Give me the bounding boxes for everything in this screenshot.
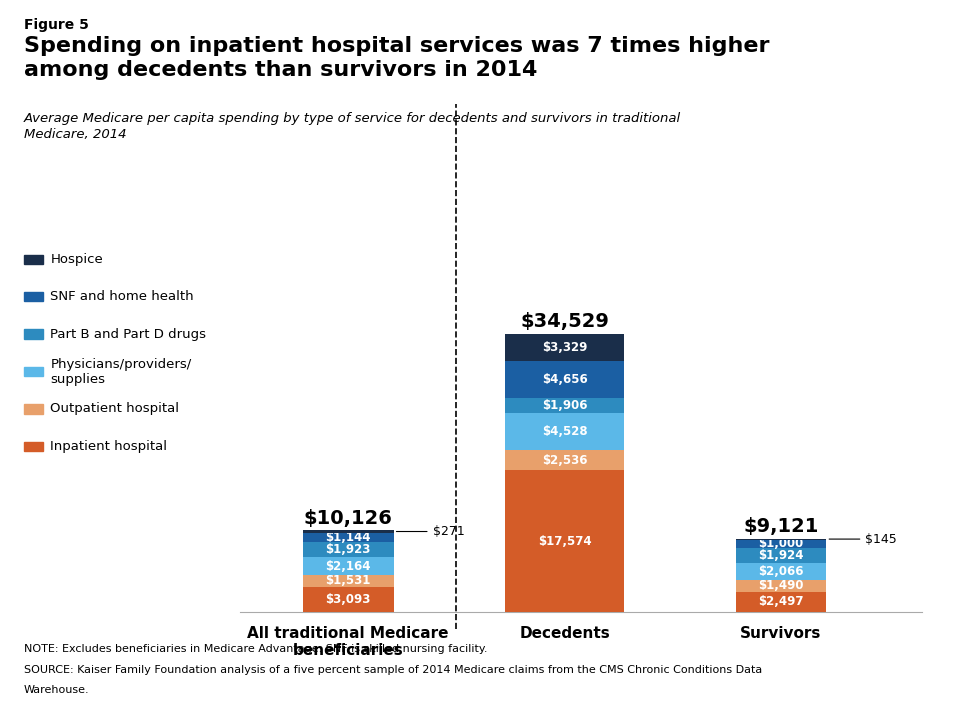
Bar <box>735 592 827 612</box>
Bar <box>302 575 394 587</box>
Text: $3,093: $3,093 <box>325 593 371 606</box>
Text: $1,906: $1,906 <box>541 400 588 413</box>
Text: THE HENRY J.: THE HENRY J. <box>861 646 906 652</box>
Bar <box>302 531 394 533</box>
Text: $10,126: $10,126 <box>303 509 393 528</box>
Text: Outpatient hospital: Outpatient hospital <box>50 402 180 415</box>
Text: Part B and Part D drugs: Part B and Part D drugs <box>50 328 206 341</box>
Text: $1,923: $1,923 <box>325 543 371 556</box>
Text: SNF and home health: SNF and home health <box>50 290 194 303</box>
Text: Spending on inpatient hospital services was 7 times higher
among decedents than : Spending on inpatient hospital services … <box>24 36 770 80</box>
Bar <box>302 542 394 557</box>
Text: NOTE: Excludes beneficiaries in Medicare Advantage. SNF is skilled nursing facil: NOTE: Excludes beneficiaries in Medicare… <box>24 644 488 654</box>
Text: FAMILY: FAMILY <box>852 678 916 696</box>
Text: $1,490: $1,490 <box>758 580 804 593</box>
Bar <box>302 557 394 575</box>
Text: $2,164: $2,164 <box>325 559 371 572</box>
Text: $145: $145 <box>829 533 897 546</box>
Bar <box>302 587 394 612</box>
Text: $1,144: $1,144 <box>325 531 371 544</box>
Text: $4,528: $4,528 <box>541 426 588 438</box>
Bar <box>735 563 827 580</box>
Bar <box>735 580 827 592</box>
Bar <box>735 539 827 540</box>
Text: KAISER: KAISER <box>850 661 918 679</box>
Text: $2,066: $2,066 <box>758 565 804 578</box>
Text: Physicians/providers/
supplies: Physicians/providers/ supplies <box>50 358 192 385</box>
Text: Hospice: Hospice <box>50 253 103 266</box>
Text: $17,574: $17,574 <box>538 535 591 548</box>
Text: $1,531: $1,531 <box>325 575 371 588</box>
Bar <box>735 540 827 548</box>
Bar <box>505 334 624 361</box>
Text: Warehouse.: Warehouse. <box>24 685 89 695</box>
Bar <box>505 361 624 398</box>
Text: $4,656: $4,656 <box>541 373 588 386</box>
Bar <box>505 413 624 450</box>
Text: $34,529: $34,529 <box>520 312 609 331</box>
Text: Figure 5: Figure 5 <box>24 18 89 32</box>
Bar <box>302 533 394 542</box>
Text: $2,497: $2,497 <box>758 595 804 608</box>
Bar <box>505 450 624 470</box>
Text: SOURCE: Kaiser Family Foundation analysis of a five percent sample of 2014 Medic: SOURCE: Kaiser Family Foundation analysi… <box>24 665 762 675</box>
Bar <box>505 398 624 413</box>
Text: $3,329: $3,329 <box>541 341 588 354</box>
Text: Average Medicare per capita spending by type of service for decedents and surviv: Average Medicare per capita spending by … <box>24 112 682 141</box>
Bar <box>735 548 827 563</box>
Text: $1,000: $1,000 <box>758 537 804 550</box>
Text: $2,536: $2,536 <box>541 454 588 467</box>
Text: $9,121: $9,121 <box>743 517 819 536</box>
Text: $271: $271 <box>396 525 465 538</box>
Text: FOUNDATION: FOUNDATION <box>858 696 909 705</box>
Text: $1,924: $1,924 <box>758 549 804 562</box>
Text: Inpatient hospital: Inpatient hospital <box>50 440 167 453</box>
Bar <box>505 470 624 612</box>
